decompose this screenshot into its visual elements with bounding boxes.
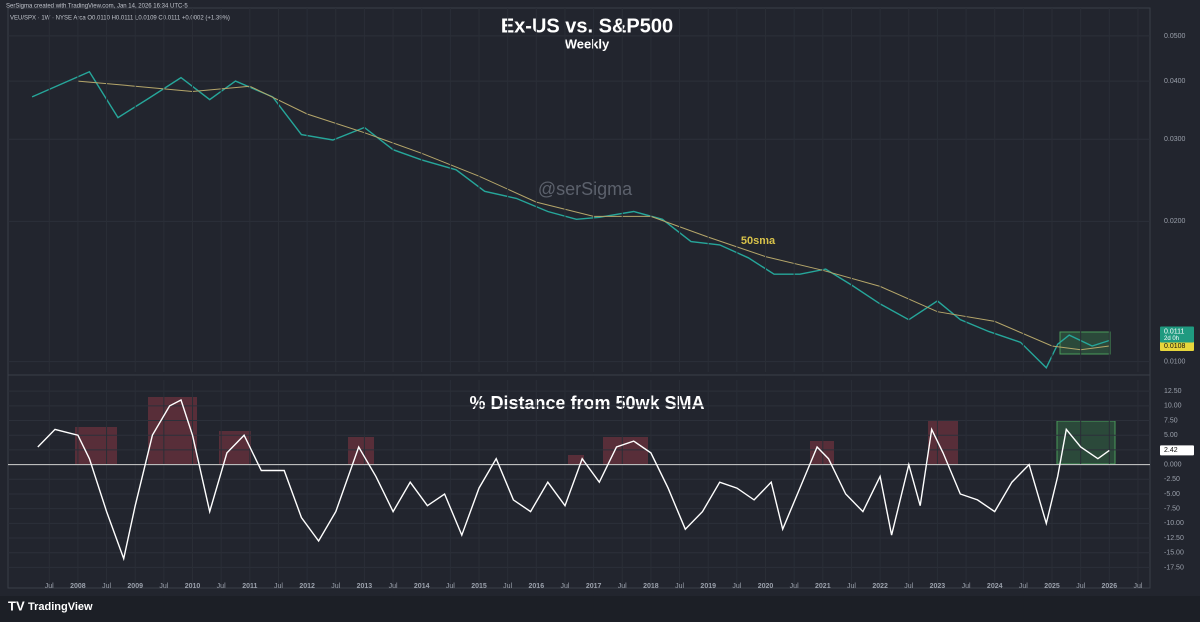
- x-tick-label: 2021: [815, 583, 831, 590]
- y-tick-label: -15.00: [1164, 550, 1184, 557]
- overbought-zone: [568, 455, 584, 464]
- y-tick-label: 5.00: [1164, 432, 1178, 439]
- chart-title: Ex-US vs. S&P500: [501, 15, 673, 37]
- x-tick-label: 2025: [1044, 583, 1060, 590]
- y-tick-label: 0.0100: [1164, 358, 1186, 365]
- last-value-box: [1160, 445, 1194, 456]
- countdown: 2d 0h: [1164, 336, 1179, 342]
- brand-logo: TV: [8, 598, 25, 613]
- x-tick-label: Jul: [389, 583, 398, 590]
- x-tick-label: 2024: [987, 583, 1003, 590]
- x-tick-label: Jul: [790, 583, 799, 590]
- y-tick-label: 0.0300: [1164, 136, 1186, 143]
- x-tick-label: Jul: [1019, 583, 1028, 590]
- overbought-zone: [928, 421, 958, 464]
- highlight-zones: [75, 331, 1116, 465]
- legend: VEU/SPX · 1W · NYSE Arca O0.0110 H0.0111…: [10, 16, 230, 22]
- last-price: 0.0111: [1164, 328, 1184, 335]
- x-tick-label: Jul: [732, 583, 741, 590]
- y-tick-label: -7.50: [1164, 506, 1180, 513]
- overbought-zone: [75, 427, 117, 464]
- x-tick-label: 2022: [872, 583, 888, 590]
- x-tick-label: Jul: [45, 583, 54, 590]
- x-tick-label: 2026: [1102, 583, 1118, 590]
- last-value: 2.42: [1164, 447, 1178, 454]
- series-line: [37, 398, 1110, 562]
- x-tick-label: Jul: [102, 583, 111, 590]
- x-tick-label: 2014: [414, 583, 430, 590]
- y-tick-label: 0.000: [1164, 461, 1182, 468]
- x-tick-label: Jul: [675, 583, 684, 590]
- x-tick-label: Jul: [618, 583, 627, 590]
- x-tick-label: 2008: [70, 583, 86, 590]
- x-tick-label: 2009: [127, 583, 143, 590]
- sma-label-box: [1160, 341, 1194, 352]
- x-tick-label: Jul: [331, 583, 340, 590]
- x-tick-label: Jul: [560, 583, 569, 590]
- x-tick-label: Jul: [217, 583, 226, 590]
- y-tick-label: 0.0400: [1164, 78, 1186, 85]
- sma-label: 0.0108: [1164, 343, 1186, 350]
- y-tick-label: -10.00: [1164, 520, 1184, 527]
- y-tick-label: 0.0200: [1164, 218, 1186, 225]
- x-tick-label: Jul: [274, 583, 283, 590]
- last-price-box: [1160, 326, 1194, 343]
- x-tick-label: 2013: [357, 583, 373, 590]
- current-zone: [1056, 420, 1116, 465]
- x-tick-label: 2018: [643, 583, 659, 590]
- x-tick-label: 2023: [930, 583, 946, 590]
- header: SerSigma created with TradingView.com, J…: [6, 4, 188, 10]
- y-tick-label: 7.50: [1164, 417, 1178, 424]
- x-tick-label: Jul: [159, 583, 168, 590]
- x-tick-label: Jul: [962, 583, 971, 590]
- x-tick-label: 2015: [471, 583, 487, 590]
- x-tick-label: 2011: [242, 583, 257, 590]
- frame: [7, 7, 1151, 589]
- annotation: 50sma: [741, 235, 776, 247]
- x-tick-label: 2012: [299, 583, 315, 590]
- x-tick-label: 2017: [586, 583, 602, 590]
- x-tick-label: Jul: [1076, 583, 1085, 590]
- overbought-zone: [148, 397, 197, 464]
- x-tick-label: Jul: [904, 583, 913, 590]
- y-tick-label: -5.00: [1164, 491, 1180, 498]
- x-tick-label: Jul: [503, 583, 512, 590]
- overbought-zone: [219, 431, 251, 464]
- y-tick-label: -17.50: [1164, 564, 1184, 571]
- pane-title: % Distance from 50wk SMA: [469, 393, 704, 413]
- x-tick-label: 2020: [758, 583, 774, 590]
- x-tick-label: Jul: [1133, 583, 1142, 590]
- y-tick-label: -12.50: [1164, 535, 1184, 542]
- x-tick-label: 2010: [185, 583, 201, 590]
- y-tick-label: 0.0500: [1164, 33, 1186, 40]
- chart-subtitle: Weekly: [565, 36, 610, 51]
- x-tick-label: 2019: [700, 583, 716, 590]
- x-tick-label: Jul: [446, 583, 455, 590]
- x-tick-label: Jul: [847, 583, 856, 590]
- brand: TradingView: [28, 601, 93, 613]
- watermark: @serSigma: [538, 179, 633, 199]
- y-tick-label: 10.00: [1164, 403, 1182, 410]
- y-tick-label: -2.50: [1164, 476, 1180, 483]
- x-tick-label: 2016: [529, 583, 545, 590]
- y-tick-label: 12.50: [1164, 388, 1182, 395]
- footer: [0, 596, 1200, 622]
